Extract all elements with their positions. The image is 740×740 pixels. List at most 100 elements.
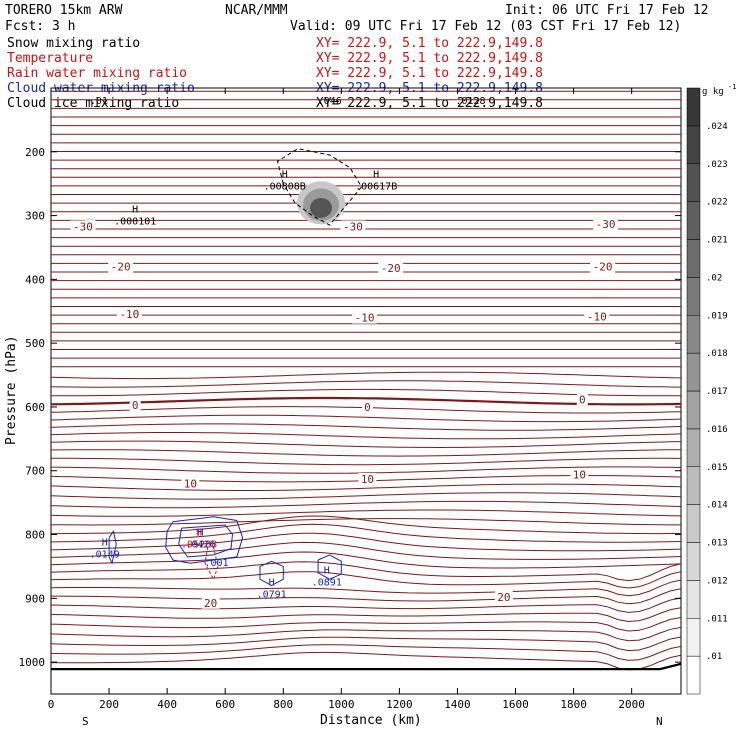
x-tick-label: 1000 — [328, 698, 355, 711]
colorbar-label: .013 — [706, 539, 728, 549]
isotherm-label: 0 — [364, 401, 371, 414]
maximum-marker-value: .0891 — [312, 578, 342, 589]
isotherm-label-bg — [352, 311, 378, 324]
colorbar-segment — [686, 87, 701, 127]
isotherm-line — [50, 414, 682, 423]
isotherm-label-bg — [340, 220, 366, 233]
colorbar-segment — [686, 466, 701, 505]
colorbar-label: .019 — [706, 311, 728, 321]
maximum-marker-h: H — [373, 169, 379, 180]
snow-shade-core — [310, 198, 332, 218]
isotherm-line — [50, 518, 681, 526]
isotherm-line — [50, 466, 682, 474]
colorbar-segment — [686, 201, 701, 240]
colorbar-label: .022 — [706, 198, 728, 208]
cloud-water-contour — [108, 530, 117, 565]
legend-xy-snow: XY= 222.9, 5.1 to 222.9,149.8 — [316, 36, 543, 51]
model-title: TORERO 15km ARW — [5, 3, 123, 18]
x-axis-title: Distance (km) — [320, 713, 422, 728]
isotherm-line — [50, 449, 682, 457]
colorbar-unit-exponent: -1 — [728, 83, 736, 91]
colorbar-label: .014 — [706, 501, 728, 511]
colorbar-segment — [686, 352, 701, 392]
isotherm-label-bg — [108, 260, 134, 273]
plot-frame — [50, 87, 682, 695]
maximum-marker-h: H — [282, 169, 288, 180]
isotherm-line — [51, 515, 681, 535]
colorbar-label: .021 — [706, 236, 728, 246]
isotherm-line — [50, 579, 682, 597]
x-end-label-south: S — [82, 715, 89, 728]
isotherm-label: -20 — [381, 262, 401, 275]
isotherm-label-bg — [358, 473, 377, 486]
init-time: Init: 06 UTC Fri 17 Feb 12 — [505, 3, 709, 18]
contour-labels: -30 -30 -30 -20 -20 -20 -10 -10 -10 0 0 0 10 10 10 20 20… — [70, 96, 619, 610]
surface-line — [51, 662, 682, 671]
colorbar-segment — [686, 580, 701, 619]
x-end-label-north: N — [656, 715, 663, 728]
maximum-marker-value: .0791 — [257, 590, 287, 601]
maximum-marker-value: .0426 — [185, 539, 215, 550]
isotherm-line — [50, 483, 682, 491]
maximum-marker-value: .00808B — [264, 181, 306, 192]
isotherm-line — [50, 541, 682, 560]
maximum-marker-value: .00617B — [355, 181, 397, 192]
isotherm-label: -30 — [343, 220, 363, 233]
isotherm-label: -10 — [119, 308, 139, 321]
legend-label-snow: Snow mixing ratio — [7, 36, 140, 51]
colorbar-label: .017 — [706, 387, 728, 397]
y-tick-label: 900 — [25, 592, 45, 605]
isotherm-line — [50, 492, 682, 500]
x-tick-label: 0 — [48, 698, 55, 711]
axes: 0 200 400 600 800 1000 1200 1400 1600 1800 2000200… — [19, 88, 681, 711]
isotherm-label-bg — [576, 393, 588, 406]
isotherm-label: 10 — [361, 473, 374, 486]
colorbar-label: .01 — [706, 652, 722, 662]
isotherm-label: 10 — [184, 477, 197, 490]
isotherm-label-bg — [70, 220, 96, 233]
maximum-marker-value: .0149 — [90, 550, 120, 561]
maximum-marker-h: H — [198, 527, 204, 538]
colorbar-segment — [686, 239, 701, 278]
isotherm-line — [50, 561, 682, 582]
contour-value-label: .01 — [90, 96, 108, 107]
isotherm-label-bg — [590, 260, 616, 273]
isotherm-label: -20 — [593, 261, 613, 274]
legend-xy-temperature: XY= 222.9, 5.1 to 222.9,149.8 — [316, 51, 543, 66]
isotherm-label: 0 — [132, 399, 139, 412]
colorbar-segment — [686, 655, 701, 695]
x-tick-label: 600 — [215, 698, 235, 711]
isotherm-line — [51, 388, 682, 397]
colorbar-segment — [686, 428, 701, 467]
isotherm-label: -10 — [587, 310, 607, 323]
isotherm-line — [50, 509, 682, 517]
y-axis-title: Pressure (hPa) — [4, 335, 19, 445]
x-tick-label: 1800 — [560, 698, 587, 711]
colorbar-segment — [686, 504, 701, 543]
rain-water-contour — [204, 547, 219, 581]
maximum-marker-h: H — [132, 205, 138, 216]
x-tick-label: 1600 — [502, 698, 529, 711]
colorbar-label: .024 — [706, 122, 728, 132]
colorbar-segment — [686, 390, 701, 430]
isotherm-label: 0 — [579, 393, 586, 406]
isotherm-label-bg — [494, 591, 513, 604]
forecast-hour: Fcst: 3 h — [5, 19, 75, 34]
isotherm-label-bg — [570, 468, 589, 481]
isotherm-line — [51, 457, 682, 466]
isotherm-line — [50, 532, 682, 552]
isotherm-label-bg — [584, 310, 610, 323]
isotherm-line — [50, 651, 682, 671]
cloud-contours — [108, 148, 363, 587]
x-tick-label: 800 — [273, 698, 293, 711]
org-label: NCAR/MMM — [225, 3, 288, 18]
maximum-marker-h: H — [324, 566, 330, 577]
isotherm-label: 20 — [204, 597, 217, 610]
isotherm-line — [50, 380, 682, 388]
temperature-contours — [50, 90, 682, 671]
colorbar-label: .016 — [706, 425, 728, 435]
isotherm-label-bg — [593, 217, 619, 230]
isotherm-label: -30 — [596, 218, 616, 231]
valid-time: Valid: 09 UTC Fri 17 Feb 12 (03 CST Fri … — [290, 19, 681, 34]
